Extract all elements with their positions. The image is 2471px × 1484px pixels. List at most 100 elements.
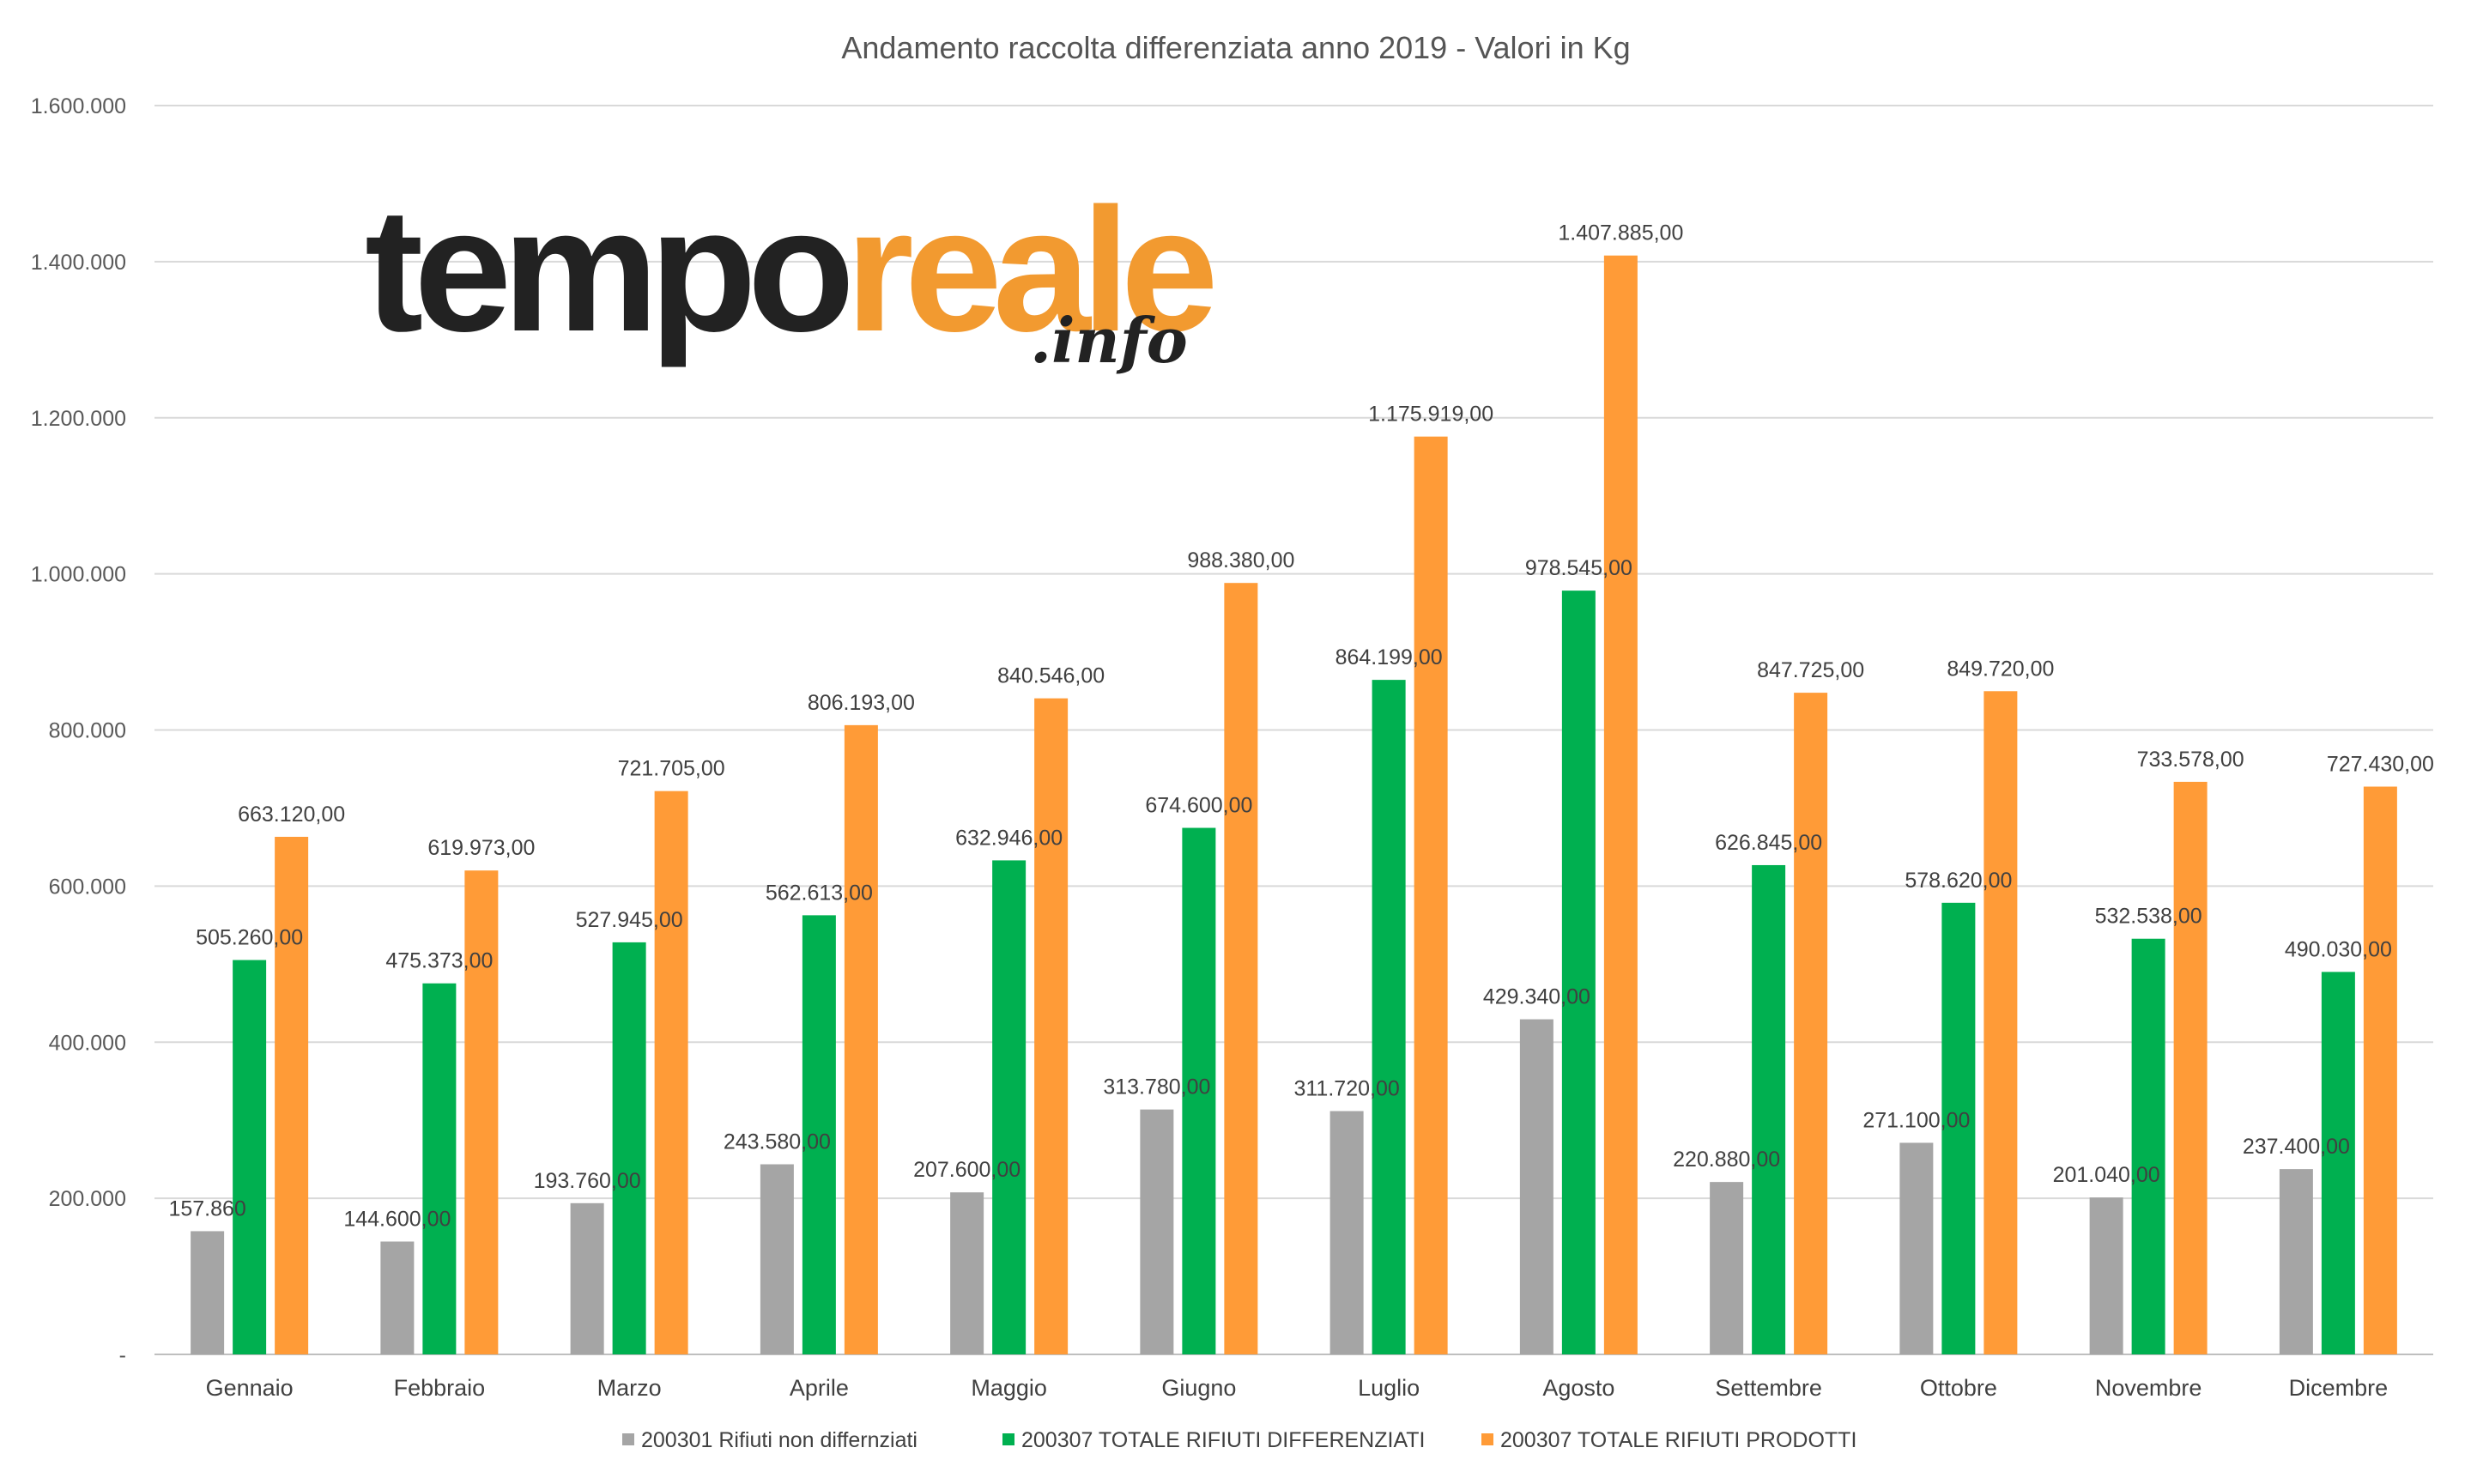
bar xyxy=(2131,938,2165,1354)
bar xyxy=(844,724,878,1354)
data-label: 532.538,00 xyxy=(2095,905,2202,929)
gridlines xyxy=(154,105,2433,1355)
data-label: 527.945,00 xyxy=(576,908,683,932)
data-label: 220.880,00 xyxy=(1673,1148,1780,1172)
data-label: 144.600,00 xyxy=(343,1208,451,1232)
logo-part-reale: reale xyxy=(845,172,1213,368)
chart-title: Andamento raccolta differenziata anno 20… xyxy=(841,30,1630,65)
data-label: 475.373,00 xyxy=(385,949,493,973)
x-tick-label: Novembre xyxy=(2095,1375,2202,1401)
data-label: 663.120,00 xyxy=(238,803,345,827)
data-label: 721.705,00 xyxy=(618,757,725,781)
data-label: 207.600,00 xyxy=(913,1158,1020,1182)
bar xyxy=(612,942,646,1354)
bars xyxy=(191,255,2397,1354)
temporeale-logo: temporeale .info xyxy=(365,172,1222,377)
data-label: 864.199,00 xyxy=(1335,645,1443,669)
x-tick-label: Aprile xyxy=(790,1375,849,1401)
y-tick-label: - xyxy=(119,1343,126,1367)
data-label: 674.600,00 xyxy=(1145,794,1252,818)
data-label: 505.260,00 xyxy=(196,926,303,950)
bar xyxy=(1034,698,1069,1354)
bar xyxy=(1372,680,1406,1354)
x-tick-label: Dicembre xyxy=(2289,1375,2389,1401)
bar xyxy=(950,1192,984,1354)
x-tick-label: Giugno xyxy=(1161,1375,1236,1401)
bar xyxy=(2279,1169,2313,1354)
bar xyxy=(1329,1111,1364,1354)
y-tick-label: 1.400.000 xyxy=(31,251,126,275)
data-label: 806.193,00 xyxy=(808,691,915,715)
x-tick-label: Febbraio xyxy=(394,1375,486,1401)
data-labels: 157.860 505.260,00 663.120,00 144.600,00 475… xyxy=(168,221,2434,1232)
x-tick-label: Maggio xyxy=(971,1375,1047,1401)
y-tick-label: 800.000 xyxy=(49,719,126,743)
x-tick-label: Agosto xyxy=(1542,1375,1614,1401)
data-label: 847.725,00 xyxy=(1757,658,1864,682)
bar xyxy=(1182,827,1216,1354)
data-label: 157.860 xyxy=(168,1196,245,1221)
y-tick-label: 600.000 xyxy=(49,875,126,899)
legend-swatch xyxy=(622,1433,634,1445)
x-tick-label: Luglio xyxy=(1358,1375,1420,1401)
bar xyxy=(1603,255,1638,1354)
bar xyxy=(2363,786,2397,1354)
legend: 200301 Rifiuti non differnziati 200307 TO… xyxy=(622,1428,1856,1452)
x-axis-ticks: Gennaio Febbraio Marzo Aprile Maggio Giugno Lu… xyxy=(206,1375,2389,1401)
bar xyxy=(1941,902,1976,1354)
bar xyxy=(464,870,499,1354)
data-label: 1.175.919,00 xyxy=(1368,403,1493,427)
data-label: 201.040,00 xyxy=(2053,1163,2160,1187)
legend-swatch xyxy=(1481,1433,1493,1445)
bar xyxy=(2089,1197,2123,1354)
legend-swatch xyxy=(1002,1433,1014,1445)
legend-label: 200307 TOTALE RIFIUTI PRODOTTI xyxy=(1500,1428,1856,1452)
y-axis-ticks: - 200.000 400.000 600.000 800.000 1.000.000 1.… xyxy=(31,94,126,1367)
bar xyxy=(191,1231,225,1354)
bar xyxy=(760,1164,794,1354)
data-label: 626.845,00 xyxy=(1715,831,1822,855)
bar xyxy=(1140,1109,1174,1354)
legend-label: 200301 Rifiuti non differnziati xyxy=(641,1428,918,1452)
bar xyxy=(1519,1019,1553,1354)
bar xyxy=(1224,583,1258,1354)
logo-part-tempo: tempo xyxy=(365,172,849,368)
data-label: 849.720,00 xyxy=(1947,657,2054,681)
data-label: 727.430,00 xyxy=(2327,752,2434,776)
data-label: 733.578,00 xyxy=(2137,748,2244,772)
logo-text: temporeale xyxy=(365,172,1213,368)
x-tick-label: Gennaio xyxy=(206,1375,294,1401)
data-label: 988.380,00 xyxy=(1187,548,1294,572)
data-label: 1.407.885,00 xyxy=(1558,221,1683,245)
bar xyxy=(570,1202,604,1354)
bar xyxy=(1414,436,1448,1354)
bar xyxy=(380,1241,415,1354)
data-label: 193.760,00 xyxy=(534,1169,641,1193)
data-label: 978.545,00 xyxy=(1525,556,1632,580)
bar xyxy=(1899,1142,1934,1354)
bar xyxy=(275,836,309,1354)
y-tick-label: 1.000.000 xyxy=(31,563,126,587)
bar xyxy=(233,960,267,1354)
y-tick-label: 400.000 xyxy=(49,1031,126,1055)
bar xyxy=(1752,864,1786,1354)
bar xyxy=(422,983,457,1354)
data-label: 490.030,00 xyxy=(2285,937,2392,961)
y-tick-label: 200.000 xyxy=(49,1187,126,1211)
bar xyxy=(992,860,1027,1354)
data-label: 237.400,00 xyxy=(2243,1135,2350,1159)
bar xyxy=(1983,691,2018,1354)
data-label: 619.973,00 xyxy=(427,836,535,860)
x-tick-label: Marzo xyxy=(597,1375,662,1401)
bar xyxy=(1710,1182,1744,1354)
bar xyxy=(1561,591,1596,1354)
data-label: 311.720,00 xyxy=(1293,1077,1399,1101)
data-label: 562.613,00 xyxy=(766,881,873,905)
y-tick-label: 1.600.000 xyxy=(31,94,126,118)
x-tick-label: Ottobre xyxy=(1920,1375,1997,1401)
data-label: 578.620,00 xyxy=(1905,869,2012,893)
bar xyxy=(1794,693,1828,1354)
data-label: 243.580,00 xyxy=(724,1130,831,1154)
data-label: 632.946,00 xyxy=(955,826,1063,850)
